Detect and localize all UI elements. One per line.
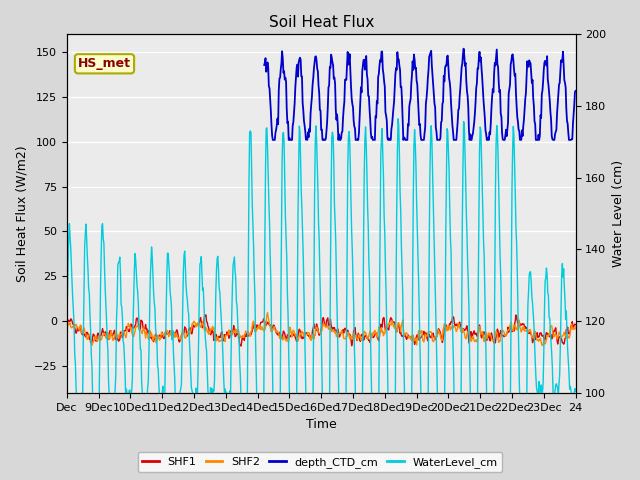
SHF2 bbox=[477, 332, 485, 337]
Y-axis label: Soil Heat Flux (W/m2): Soil Heat Flux (W/m2) bbox=[15, 145, 28, 282]
SHF2 bbox=[63, 331, 70, 336]
Line: depth_CTD_cm: depth_CTD_cm bbox=[264, 48, 575, 140]
Line: SHF2: SHF2 bbox=[67, 312, 575, 346]
Legend: SHF1, SHF2, depth_CTD_cm, WaterLevel_cm: SHF1, SHF2, depth_CTD_cm, WaterLevel_cm bbox=[138, 452, 502, 472]
WaterLevel_cm bbox=[63, 347, 70, 353]
WaterLevel_cm bbox=[132, 269, 140, 275]
Text: HS_met: HS_met bbox=[78, 57, 131, 70]
WaterLevel_cm bbox=[454, 456, 461, 461]
WaterLevel_cm bbox=[71, 351, 79, 357]
WaterLevel_cm bbox=[478, 177, 486, 183]
SHF2 bbox=[539, 343, 547, 348]
WaterLevel_cm bbox=[394, 116, 402, 121]
SHF2 bbox=[175, 336, 182, 342]
WaterLevel_cm bbox=[429, 194, 437, 200]
SHF1 bbox=[202, 312, 210, 318]
WaterLevel_cm bbox=[175, 395, 182, 401]
depth_CTD_cm bbox=[477, 55, 484, 60]
SHF1 bbox=[493, 326, 501, 332]
SHF2 bbox=[264, 310, 271, 315]
SHF2 bbox=[572, 324, 579, 330]
Line: SHF1: SHF1 bbox=[67, 315, 575, 346]
X-axis label: Time: Time bbox=[306, 419, 337, 432]
depth_CTD_cm bbox=[572, 88, 579, 94]
SHF1 bbox=[478, 334, 486, 339]
SHF2 bbox=[132, 324, 140, 330]
SHF2 bbox=[71, 322, 79, 328]
depth_CTD_cm bbox=[492, 55, 500, 60]
SHF1 bbox=[430, 334, 438, 339]
Title: Soil Heat Flux: Soil Heat Flux bbox=[269, 15, 374, 30]
Y-axis label: Water Level (cm): Water Level (cm) bbox=[612, 160, 625, 267]
SHF2 bbox=[429, 339, 437, 345]
SHF1 bbox=[572, 322, 579, 328]
SHF2 bbox=[493, 330, 500, 336]
WaterLevel_cm bbox=[493, 131, 501, 136]
depth_CTD_cm bbox=[429, 72, 436, 78]
SHF1 bbox=[71, 325, 79, 331]
SHF1 bbox=[63, 321, 70, 327]
SHF1 bbox=[175, 338, 182, 344]
WaterLevel_cm bbox=[572, 388, 579, 394]
SHF1 bbox=[237, 343, 245, 349]
Line: WaterLevel_cm: WaterLevel_cm bbox=[67, 119, 575, 458]
SHF1 bbox=[132, 316, 140, 322]
